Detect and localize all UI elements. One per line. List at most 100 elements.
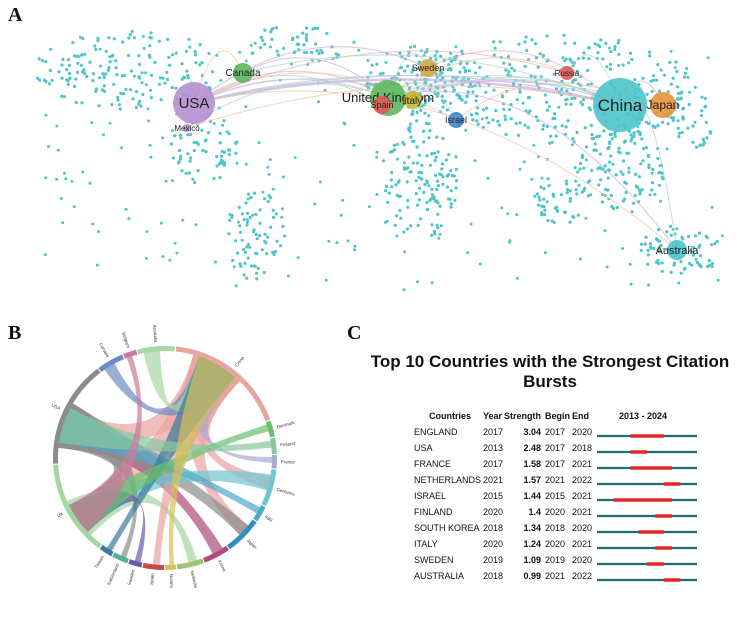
map-dot	[204, 150, 208, 154]
map-dot	[707, 258, 711, 263]
map-dot	[565, 191, 569, 195]
map-dot	[691, 124, 695, 128]
burst-cell-begin: 2017	[545, 459, 566, 469]
map-dot	[536, 65, 540, 69]
map-dot	[640, 242, 644, 246]
panel-b-label: B	[8, 322, 22, 344]
map-dot	[507, 108, 512, 112]
map-dot	[458, 70, 462, 74]
map-dot	[402, 230, 406, 234]
map-dot	[629, 282, 633, 286]
map-dot	[258, 208, 262, 212]
map-dot	[102, 75, 106, 80]
map-dot	[91, 72, 95, 76]
map-dot	[484, 106, 489, 110]
map-dot	[426, 207, 430, 212]
map-dot	[668, 224, 673, 228]
burst-cell-country: AUSTRALIA	[414, 571, 465, 581]
map-dot	[652, 246, 656, 251]
map-node-australia	[667, 240, 687, 260]
map-node-mexico	[183, 124, 191, 132]
map-dot	[91, 79, 95, 83]
map-dot	[411, 67, 415, 71]
map-dot	[250, 264, 254, 268]
map-dot	[201, 148, 205, 153]
map-dot	[611, 207, 616, 211]
map-dot	[171, 53, 175, 57]
map-dot	[433, 151, 436, 155]
map-dot	[422, 140, 426, 144]
map-dot	[266, 165, 270, 169]
map-dot	[448, 101, 453, 105]
map-dot	[582, 166, 586, 170]
map-dot	[704, 120, 708, 124]
map-dot	[449, 205, 453, 209]
map-dot	[687, 103, 691, 107]
map-dot	[573, 96, 577, 100]
map-dot	[238, 230, 243, 234]
map-dot	[565, 182, 569, 186]
map-dot	[116, 95, 120, 100]
map-dot	[497, 123, 501, 127]
map-dot	[245, 276, 249, 280]
map-dot	[658, 164, 662, 168]
map-dot	[44, 60, 48, 64]
map-dot	[710, 265, 714, 269]
map-dot	[384, 184, 388, 188]
map-dot	[676, 119, 680, 123]
map-dot	[427, 184, 431, 188]
map-dot	[96, 39, 100, 43]
map-dot	[248, 245, 252, 249]
map-dot	[174, 51, 178, 55]
map-dot	[508, 240, 512, 244]
map-dot	[387, 191, 391, 195]
map-dot	[487, 121, 491, 125]
map-dot	[536, 203, 541, 207]
map-dot	[675, 69, 679, 74]
map-dot	[698, 243, 702, 247]
map-dot	[100, 88, 104, 92]
map-dot	[173, 134, 177, 138]
map-dot	[81, 70, 85, 74]
header-range: 2013 - 2024	[619, 411, 668, 421]
map-dot	[481, 108, 486, 112]
map-dot	[245, 223, 249, 227]
map-dot	[269, 225, 273, 229]
map-dot	[644, 146, 649, 150]
map-dot	[200, 128, 204, 132]
map-dot	[676, 126, 680, 130]
map-dot	[254, 212, 258, 217]
map-dot	[91, 222, 95, 226]
chord-label: UK	[56, 511, 64, 518]
map-dot	[409, 224, 413, 228]
map-dot	[568, 189, 572, 193]
map-dot	[691, 140, 695, 144]
map-dot	[186, 133, 190, 137]
map-dot	[605, 65, 609, 69]
map-dot	[705, 136, 709, 140]
chord-label: Italy	[264, 514, 274, 523]
map-dot	[603, 170, 607, 174]
map-dot	[547, 184, 551, 188]
map-dot	[115, 73, 119, 77]
map-dot	[416, 223, 420, 227]
map-dot	[419, 217, 423, 221]
map-dot	[406, 64, 410, 68]
map-dot	[669, 270, 673, 274]
map-dot	[627, 61, 631, 65]
burst-cell-end: 2021	[572, 539, 593, 549]
map-dot	[492, 53, 496, 57]
map-dot	[560, 88, 564, 92]
panel-a-label: A	[8, 4, 23, 26]
map-dot	[246, 256, 250, 260]
map-dot	[395, 214, 399, 218]
map-dot	[142, 47, 146, 50]
map-dot	[418, 186, 422, 190]
map-dot	[157, 39, 161, 43]
map-dot	[314, 42, 318, 46]
map-dot	[440, 162, 444, 166]
map-dot	[475, 119, 479, 123]
map-dot	[454, 155, 458, 159]
chord-arc-uk	[53, 464, 102, 549]
